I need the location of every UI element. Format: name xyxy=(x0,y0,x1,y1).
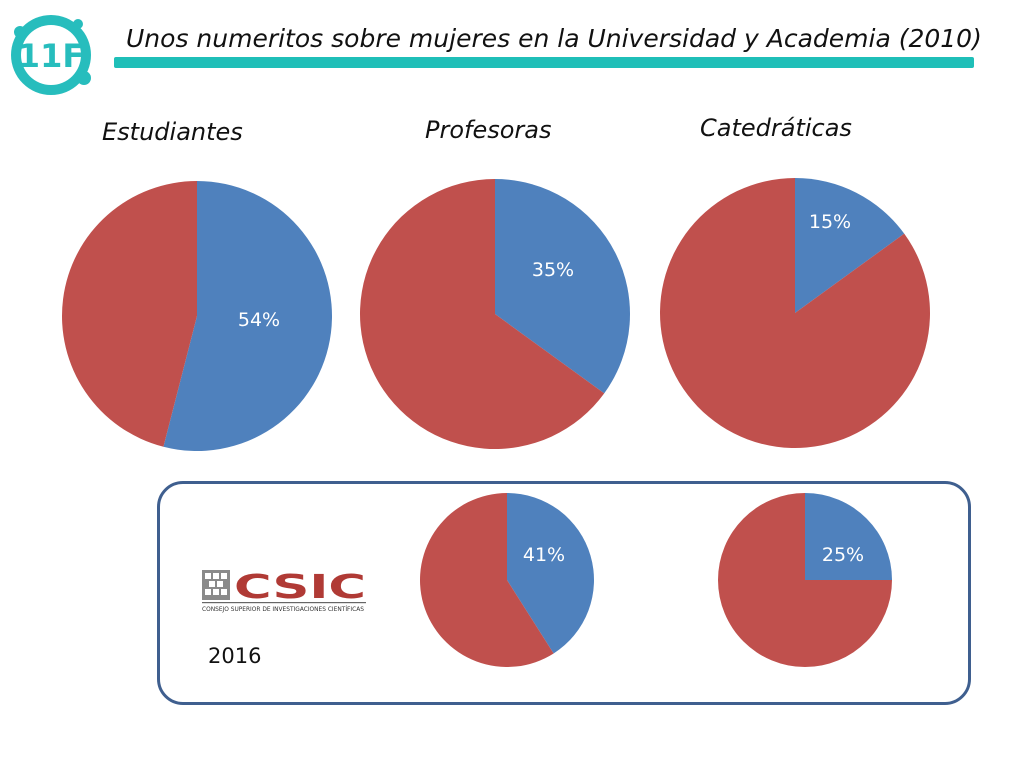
csic-emblem-icon xyxy=(202,570,230,600)
pie-slice-csic-catedraticas-mujeres xyxy=(805,493,892,580)
svg-text:11F: 11F xyxy=(18,37,84,75)
pie-slice-csic-catedraticas-hombres xyxy=(718,493,892,667)
title-underline-bar xyxy=(114,57,974,68)
pie-label-profesoras: 35% xyxy=(532,259,574,281)
pie-title-estudiantes: Estudiantes xyxy=(102,118,243,146)
pie-slice-csic-profesoras-hombres xyxy=(420,493,554,667)
pie-slice-csic-profesoras-mujeres xyxy=(507,493,595,654)
svg-text:CONSEJO SUPERIOR DE INVESTIGAC: CONSEJO SUPERIOR DE INVESTIGACIONES CIEN… xyxy=(202,606,364,613)
pie-slice-profesoras-hombres xyxy=(360,179,605,449)
pie-title-profesoras: Profesoras xyxy=(425,116,552,144)
pie-slice-catedraticas-hombres xyxy=(659,178,930,449)
page-title: Unos numeritos sobre mujeres en la Unive… xyxy=(126,24,982,53)
pie-label-estudiantes: 54% xyxy=(238,309,280,331)
pie-slice-estudiantes-hombres xyxy=(62,181,198,447)
csic-panel xyxy=(157,481,971,705)
pie-slice-catedraticas-mujeres xyxy=(795,178,905,313)
pie-label-catedraticas: 15% xyxy=(809,211,851,233)
svg-text:CSIC: CSIC xyxy=(234,568,366,606)
pie-title-catedraticas: Catedráticas xyxy=(700,114,852,142)
csic-year: 2016 xyxy=(208,644,262,668)
pie-label-csic-catedraticas: 25% xyxy=(822,544,864,566)
pie-label-csic-profesoras: 41% xyxy=(523,544,565,566)
csic-logo: CSIC CONSEJO SUPERIOR DE INVESTIGACIONES… xyxy=(202,568,366,613)
pie-slice-profesoras-mujeres xyxy=(495,179,630,394)
11f-logo-icon: 11F xyxy=(11,15,91,95)
pie-slice-estudiantes-mujeres xyxy=(163,181,332,451)
